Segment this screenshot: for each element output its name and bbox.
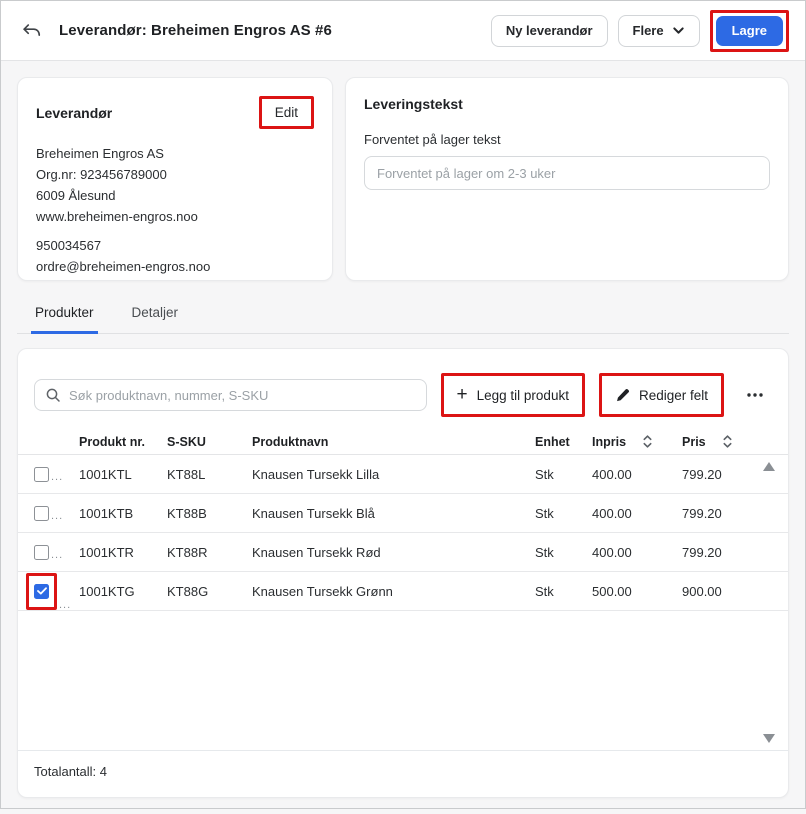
supplier-email: ordre@breheimen-engros.noo (36, 259, 211, 274)
products-toolbar: + Legg til produkt Rediger felt (18, 349, 788, 429)
cell-price: 799.20 (682, 466, 722, 482)
expected-stock-input[interactable] (364, 156, 770, 190)
col-price: Pris (682, 434, 774, 449)
row-4-checkbox-highlight (26, 572, 57, 610)
col-inprice: Inpris (592, 434, 682, 449)
topbar-actions: Ny leverandør Flere Lagre (490, 9, 789, 52)
tab-detaljer[interactable]: Detaljer (131, 305, 179, 320)
cell-ssku: KT88B (167, 505, 207, 521)
tab-produkter[interactable]: Produkter (31, 295, 98, 334)
table-body: ... 1001KTL KT88L Knausen Tursekk Lilla … (18, 455, 788, 611)
expected-stock-label: Forventet på lager tekst (364, 132, 501, 147)
edit-button[interactable]: Edit (265, 102, 308, 123)
row-1-checkbox[interactable] (34, 466, 49, 482)
sort-icon-inprice[interactable] (642, 434, 653, 449)
row-4-checkbox[interactable] (34, 583, 49, 599)
cell-product-nr: 1001KTL (79, 466, 132, 482)
supplier-card: Leverandør Edit Breheimen Engros AS Org.… (17, 77, 333, 281)
save-button[interactable]: Lagre (715, 15, 783, 46)
back-arrow-icon[interactable] (17, 17, 45, 45)
cell-name: Knausen Tursekk Rød (252, 544, 381, 560)
row-drag-dots: ... (51, 548, 64, 561)
supplier-city: 6009 Ålesund (36, 188, 116, 203)
delivery-text-card: Leveringstekst Forventet på lager tekst (345, 77, 789, 281)
row-drag-dots: ... (51, 509, 64, 522)
cell-product-nr: 1001KTB (79, 505, 134, 521)
sort-icon-price[interactable] (722, 434, 733, 449)
save-button-highlight: Lagre (709, 9, 789, 52)
cell-unit: Stk (535, 505, 554, 521)
total-count-label: Totalantall: 4 (18, 750, 788, 797)
more-actions-button[interactable]: Flere (617, 14, 700, 47)
supplier-website: www.breheimen-engros.noo (36, 209, 198, 224)
table-header: Produkt nr. S-SKU Produktnavn Enhet Inpr… (18, 429, 788, 455)
cell-price: 799.20 (682, 544, 722, 560)
edit-button-highlight: Edit (258, 96, 314, 129)
cell-unit: Stk (535, 466, 554, 482)
table-empty-area (18, 611, 788, 750)
cell-price: 799.20 (682, 505, 722, 521)
col-unit: Enhet (535, 434, 570, 449)
page-content: Leverandør Edit Breheimen Engros AS Org.… (1, 61, 805, 814)
scroll-down-icon[interactable] (763, 734, 775, 743)
row-drag-dots: ... (59, 598, 72, 611)
supplier-card-title: Leverandør (36, 104, 113, 121)
supplier-phone: 950034567 (36, 238, 102, 253)
cell-product-nr: 1001KTG (79, 583, 135, 599)
products-card: + Legg til produkt Rediger felt (17, 348, 789, 798)
row-2-checkbox[interactable] (34, 505, 49, 521)
cell-inprice: 400.00 (592, 505, 632, 521)
cell-price: 900.00 (682, 583, 722, 599)
page-title: Leverandør: Breheimen Engros AS #6 (59, 22, 332, 39)
table-row[interactable]: ... 1001KTB KT88B Knausen Tursekk Blå St… (18, 494, 788, 533)
row-3-checkbox[interactable] (34, 544, 49, 560)
plus-icon: + (456, 383, 468, 405)
delivery-card-title: Leveringstekst (364, 96, 463, 112)
new-supplier-button[interactable]: Ny leverandør (490, 14, 608, 47)
top-bar: Leverandør: Breheimen Engros AS #6 Ny le… (1, 1, 805, 61)
cell-name: Knausen Tursekk Grønn (252, 583, 393, 599)
edit-fields-button[interactable]: Rediger felt (605, 379, 718, 411)
cell-name: Knausen Tursekk Blå (252, 505, 375, 521)
table-row[interactable]: ... 1001KTG KT88G Knausen Tursekk Grønn … (18, 572, 788, 611)
add-product-button[interactable]: + Legg til produkt (447, 379, 579, 411)
supplier-name: Breheimen Engros AS (36, 146, 164, 161)
col-price-label: Pris (682, 434, 706, 449)
tab-bar: Produkter Detaljer (17, 295, 789, 334)
pencil-icon (615, 388, 630, 403)
cell-product-nr: 1001KTR (79, 544, 134, 560)
more-options-icon[interactable] (738, 388, 772, 402)
cell-ssku: KT88L (167, 466, 206, 482)
cell-inprice: 400.00 (592, 466, 632, 482)
product-search-box[interactable] (34, 379, 427, 411)
col-name: Produktnavn (252, 434, 329, 449)
col-inprice-label: Inpris (592, 434, 627, 449)
cell-ssku: KT88G (167, 583, 209, 599)
cell-unit: Stk (535, 583, 554, 599)
edit-fields-highlight: Rediger felt (598, 373, 724, 417)
more-actions-label: Flere (632, 23, 664, 38)
col-ssku: S-SKU (167, 434, 206, 449)
add-product-label: Legg til produkt (476, 387, 569, 403)
chevron-down-icon (672, 24, 685, 37)
cell-inprice: 500.00 (592, 583, 632, 599)
product-search-input[interactable] (69, 387, 416, 403)
cell-inprice: 400.00 (592, 544, 632, 560)
cell-name: Knausen Tursekk Lilla (252, 466, 380, 482)
edit-fields-label: Rediger felt (638, 387, 708, 403)
scroll-up-icon[interactable] (763, 462, 775, 471)
table-row[interactable]: ... 1001KTL KT88L Knausen Tursekk Lilla … (18, 455, 788, 494)
supplier-address: Breheimen Engros AS Org.nr: 923456789000… (36, 143, 314, 277)
table-row[interactable]: ... 1001KTR KT88R Knausen Tursekk Rød St… (18, 533, 788, 572)
supplier-orgnr: Org.nr: 923456789000 (36, 167, 167, 182)
cell-unit: Stk (535, 544, 554, 560)
col-product-nr: Produkt nr. (79, 434, 145, 449)
cell-ssku: KT88R (167, 544, 208, 560)
row-drag-dots: ... (51, 470, 64, 483)
add-product-highlight: + Legg til produkt (440, 373, 585, 417)
search-icon (45, 387, 61, 403)
